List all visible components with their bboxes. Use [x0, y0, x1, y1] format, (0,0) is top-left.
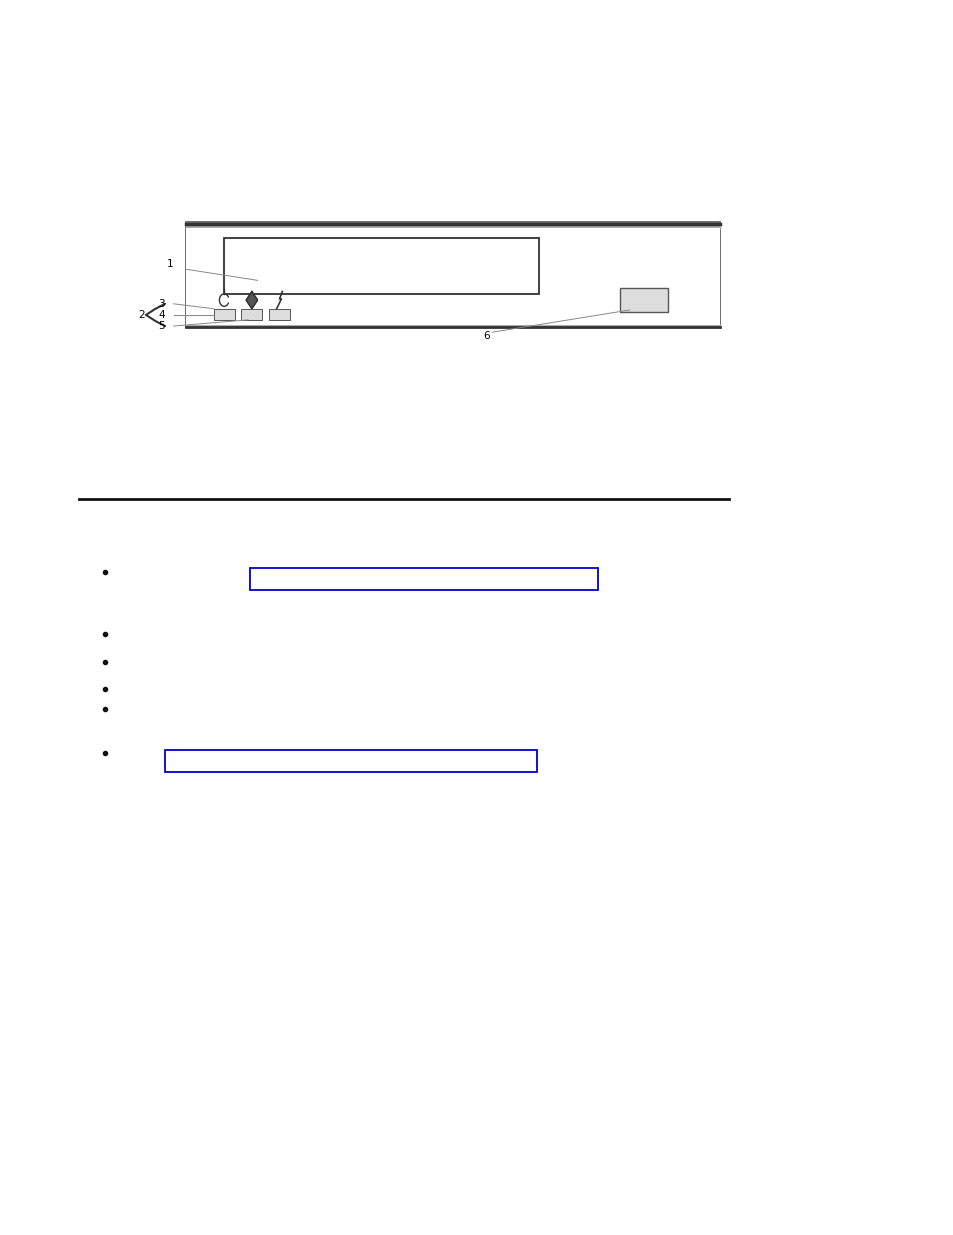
- Bar: [619, 288, 667, 312]
- Text: 6: 6: [483, 331, 489, 341]
- Bar: [165, 750, 537, 772]
- Text: 2: 2: [138, 310, 144, 320]
- Text: 4: 4: [158, 310, 165, 320]
- Bar: [250, 568, 598, 590]
- Bar: [186, 228, 720, 325]
- Polygon shape: [246, 291, 257, 309]
- Text: 5: 5: [158, 321, 165, 331]
- Text: 3: 3: [158, 299, 165, 309]
- Bar: [241, 309, 262, 320]
- Text: 1: 1: [167, 259, 173, 269]
- Bar: [224, 238, 538, 294]
- Bar: [213, 309, 234, 320]
- Bar: [186, 222, 720, 327]
- Bar: [269, 309, 290, 320]
